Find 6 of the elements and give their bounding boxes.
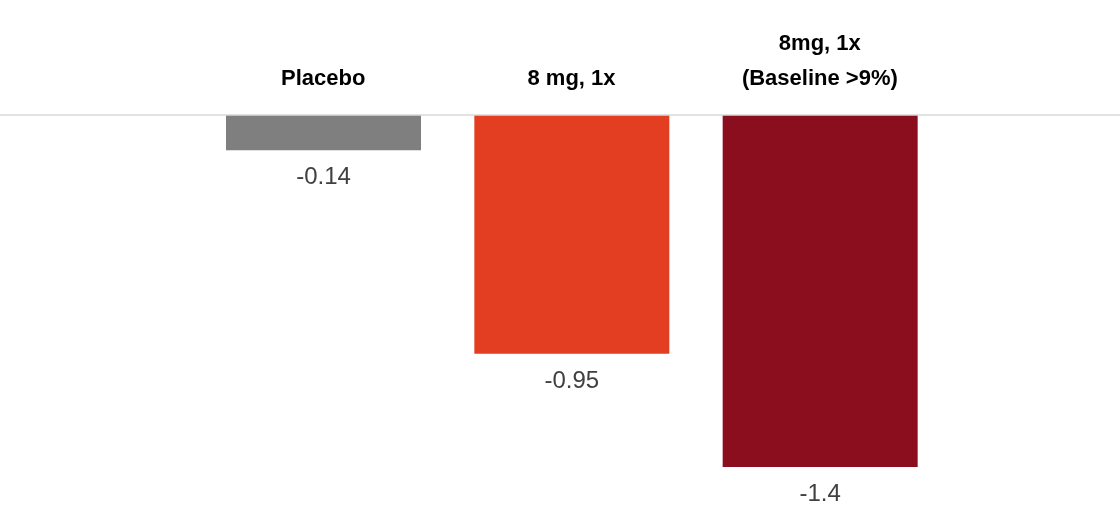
- x-tick-label: Placebo: [280, 65, 366, 90]
- data-label: -1.4: [799, 479, 841, 506]
- x-tick-label: 8mg, 1x (Baseline >9%): [741, 30, 898, 90]
- x-tick-label: 8 mg, 1x: [527, 65, 617, 90]
- data-label: -0.14: [296, 162, 351, 190]
- data-label: -0.95: [544, 365, 600, 393]
